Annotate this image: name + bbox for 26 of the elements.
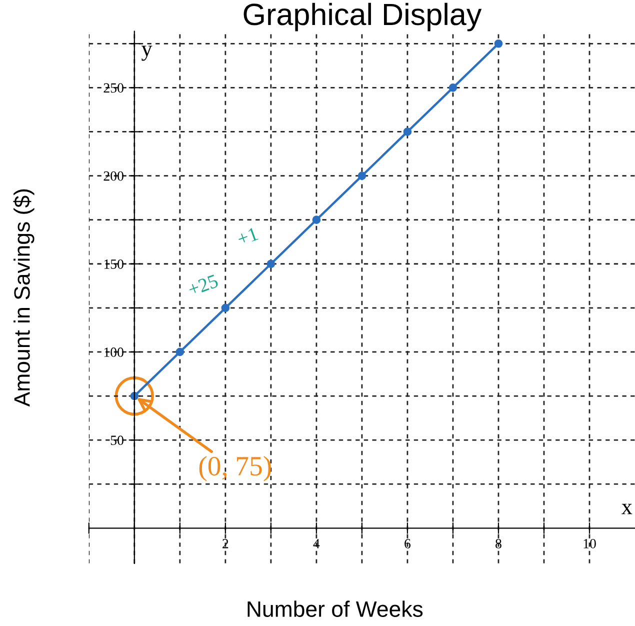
y-tick-label: 100 bbox=[104, 348, 124, 357]
point bbox=[358, 172, 366, 180]
y-tick-label: 50 bbox=[110, 436, 124, 446]
annotation: +25 bbox=[187, 274, 219, 296]
x-axis-title: Number of Weeks bbox=[248, 600, 423, 617]
point bbox=[176, 348, 184, 356]
point bbox=[312, 216, 321, 224]
point bbox=[266, 260, 276, 268]
annotation: (0, 75) bbox=[199, 456, 271, 482]
x-tick-label: 4 bbox=[313, 539, 320, 548]
y-tick-label: 200 bbox=[104, 171, 124, 181]
x-tick-label: 6 bbox=[404, 539, 411, 548]
annotation: +1 bbox=[236, 227, 258, 246]
point bbox=[403, 128, 412, 136]
annotation: x bbox=[622, 504, 632, 514]
x-tick-label: 8 bbox=[496, 538, 502, 548]
y-tick-label: 150 bbox=[104, 259, 124, 269]
point bbox=[494, 39, 503, 48]
annotation: y bbox=[142, 46, 152, 61]
point bbox=[448, 84, 458, 92]
chart-title: Graphical Display bbox=[244, 2, 482, 32]
x-tick-label: 2 bbox=[222, 539, 228, 548]
point bbox=[221, 304, 230, 312]
x-tick-label: 10 bbox=[584, 538, 596, 548]
y-axis-title: Amount in Savings ($) bbox=[13, 189, 34, 407]
y-tick-label: 250 bbox=[104, 83, 124, 93]
